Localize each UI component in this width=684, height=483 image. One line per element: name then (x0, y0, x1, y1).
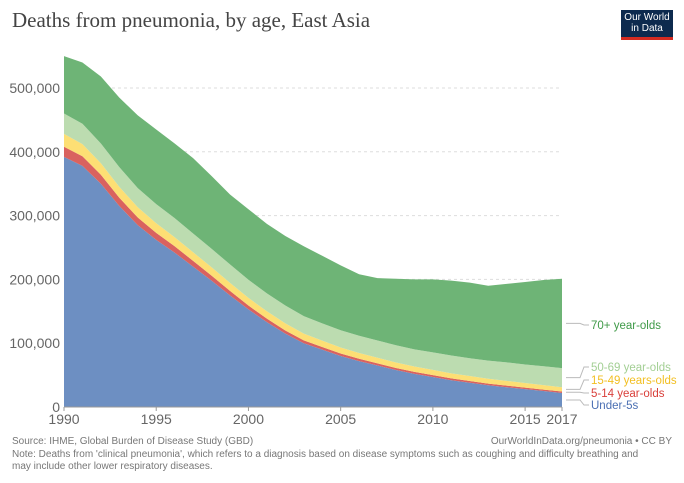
series-label: 5-14 year-olds (591, 388, 665, 400)
y-tick-label: 200,000 (9, 271, 60, 287)
source-text: Source: IHME, Global Burden of Disease S… (12, 436, 254, 447)
source-url-link[interactable]: OurWorldInData.org/pneumonia • CC BY (490, 436, 672, 447)
area-50-69-year-olds (64, 113, 562, 388)
x-tick-label: 2017 (546, 411, 577, 427)
logo-line1: Our World (624, 12, 670, 23)
series-label: Under-5s (591, 400, 639, 412)
y-tick-label: 400,000 (9, 144, 60, 160)
series-label: 70+ year-olds (591, 320, 661, 332)
x-tick-label: 2005 (325, 411, 356, 427)
x-tick-label: 2000 (233, 411, 264, 427)
x-tick-label: 2015 (510, 411, 541, 427)
x-tick-label: 1990 (48, 411, 79, 427)
series-label: 15-49 years-olds (591, 375, 677, 387)
logo-line2: in Data (631, 23, 663, 34)
chart-title: Deaths from pneumonia, by age, East Asia (12, 8, 371, 32)
area-5-14-year-olds (64, 146, 562, 393)
series-label: 50-69 year-olds (591, 362, 671, 374)
label-connector (566, 322, 589, 326)
x-tick-label: 2010 (417, 411, 448, 427)
label-connector (566, 366, 589, 379)
y-tick-label: 0 (52, 399, 60, 415)
label-connector (566, 379, 589, 390)
area-70-year-olds (64, 56, 562, 369)
label-connector (566, 391, 589, 394)
area-under-5s (64, 156, 562, 407)
y-tick-label: 500,000 (9, 80, 60, 96)
y-tick-label: 100,000 (9, 335, 60, 351)
note-text: Note: Deaths from 'clinical pneumonia', … (12, 449, 639, 472)
y-tick-label: 300,000 (9, 208, 60, 224)
label-connector (566, 399, 589, 406)
area-15-49-years-olds (64, 133, 562, 392)
owid-logo[interactable]: Our World in Data (621, 10, 673, 40)
x-tick-label: 1995 (141, 411, 172, 427)
